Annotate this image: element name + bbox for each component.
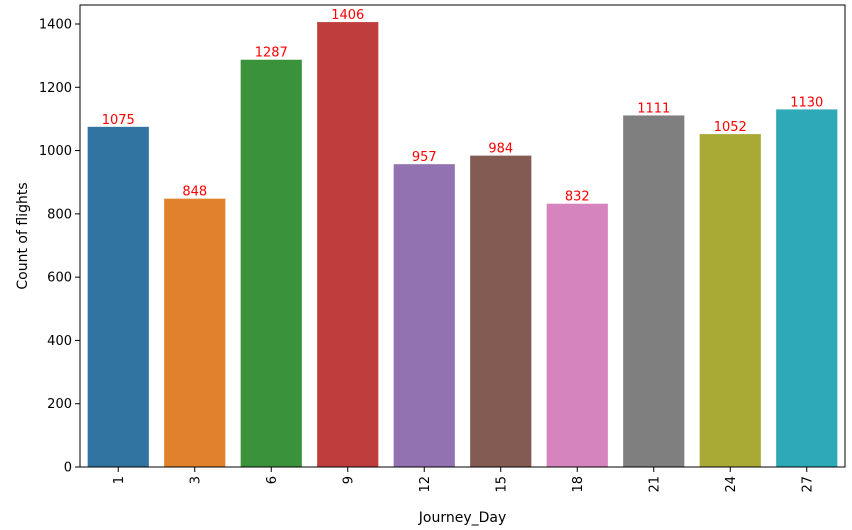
y-tick-label: 1000 <box>39 144 72 159</box>
bar-day-15 <box>470 155 532 467</box>
x-tick-label: 1 <box>112 476 127 484</box>
bar-day-1 <box>87 126 149 467</box>
bar-day-6 <box>240 59 302 467</box>
y-axis-title: Count of flights <box>15 182 31 289</box>
x-tick-label: 27 <box>800 476 815 493</box>
plot-frame <box>79 4 846 468</box>
y-tick-label: 0 <box>64 461 72 476</box>
data-label-day-3: 848 <box>182 185 207 200</box>
y-tick-label: 1200 <box>39 81 72 96</box>
x-tick-label: 9 <box>341 476 356 484</box>
x-tick-label: 12 <box>418 476 433 493</box>
data-label-day-18: 832 <box>565 190 590 205</box>
data-label-day-27: 1130 <box>790 95 823 110</box>
y-tick-label: 800 <box>47 207 72 222</box>
x-tick-label: 21 <box>647 476 662 493</box>
y-axis: 0 200 400 600 800 1000 1200 1400 <box>39 17 80 476</box>
bar-day-9 <box>317 22 379 467</box>
y-tick-label: 1400 <box>39 17 72 32</box>
data-label-day-6: 1287 <box>255 46 288 61</box>
y-tick-label: 400 <box>47 334 72 349</box>
bar-day-18 <box>546 203 608 468</box>
y-tick-label: 600 <box>47 271 72 286</box>
data-label-day-24: 1052 <box>714 120 747 135</box>
bar-day-27 <box>776 109 838 468</box>
x-tick-label: 6 <box>265 476 280 484</box>
data-label-day-12: 957 <box>412 150 437 165</box>
bars <box>87 22 838 468</box>
data-labels: 1075 848 1287 1406 957 984 832 1111 1052 1130 <box>102 8 824 205</box>
x-tick-label: 18 <box>571 476 586 493</box>
x-tick-label: 15 <box>494 476 509 493</box>
bar-day-3 <box>164 198 226 467</box>
bar-day-12 <box>393 164 455 467</box>
x-tick-label: 3 <box>188 476 203 484</box>
x-axis-title: Journey_Day <box>418 510 507 526</box>
data-label-day-9: 1406 <box>331 8 364 23</box>
data-label-day-1: 1075 <box>102 113 135 128</box>
data-label-day-21: 1111 <box>637 101 670 116</box>
x-tick-label: 24 <box>724 476 739 493</box>
x-axis: 1 3 6 9 12 15 18 21 24 27 <box>112 467 815 493</box>
data-label-day-15: 984 <box>488 142 513 157</box>
bar-day-21 <box>623 115 685 468</box>
y-tick-label: 200 <box>47 397 72 412</box>
bar-day-24 <box>699 134 761 467</box>
